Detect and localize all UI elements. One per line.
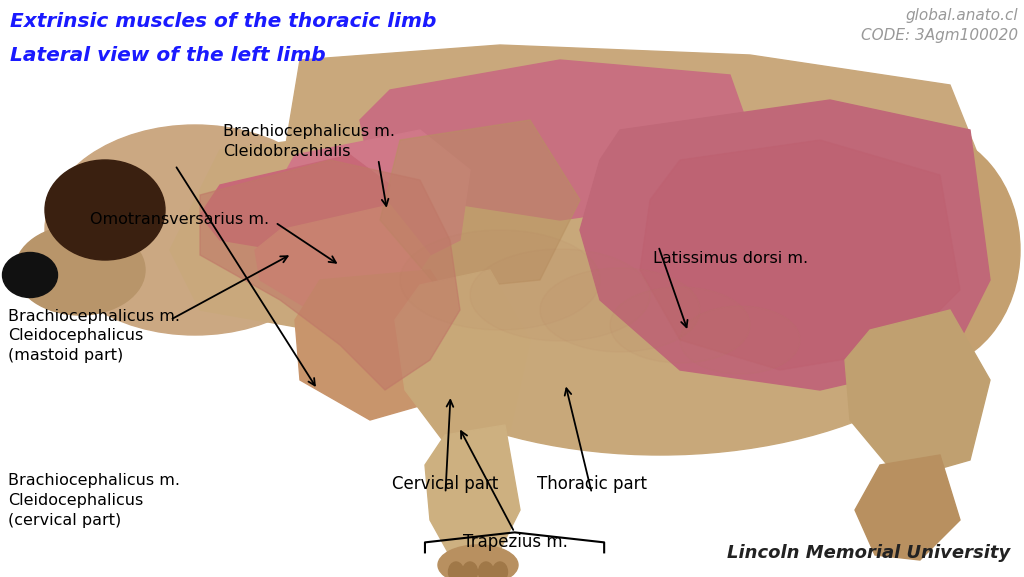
Ellipse shape bbox=[470, 249, 650, 341]
Text: CODE: 3Agm100020: CODE: 3Agm100020 bbox=[861, 28, 1018, 43]
Ellipse shape bbox=[680, 306, 800, 374]
Text: Cervical part: Cervical part bbox=[392, 475, 499, 493]
Ellipse shape bbox=[319, 85, 1000, 455]
Text: Brachiocephalicus m.
Cleidocephalicus
(cervical part): Brachiocephalicus m. Cleidocephalicus (c… bbox=[8, 473, 180, 528]
Text: Omotransversarius m.: Omotransversarius m. bbox=[90, 212, 269, 227]
Polygon shape bbox=[580, 100, 990, 390]
Polygon shape bbox=[280, 45, 980, 180]
Ellipse shape bbox=[15, 225, 145, 315]
Text: global.anato.cl: global.anato.cl bbox=[905, 8, 1018, 23]
Ellipse shape bbox=[540, 268, 700, 352]
Ellipse shape bbox=[400, 230, 600, 330]
Ellipse shape bbox=[449, 562, 464, 577]
Polygon shape bbox=[845, 310, 990, 480]
Polygon shape bbox=[425, 425, 520, 565]
Text: Thoracic part: Thoracic part bbox=[537, 475, 647, 493]
Text: Brachiocephalicus m.
Cleidocephalicus
(mastoid part): Brachiocephalicus m. Cleidocephalicus (m… bbox=[8, 309, 180, 364]
Text: Lincoln Memorial University: Lincoln Memorial University bbox=[727, 544, 1010, 562]
Polygon shape bbox=[640, 140, 961, 370]
Ellipse shape bbox=[438, 545, 518, 577]
Ellipse shape bbox=[493, 562, 508, 577]
Polygon shape bbox=[380, 120, 580, 290]
Polygon shape bbox=[200, 155, 390, 255]
Ellipse shape bbox=[2, 253, 57, 298]
Polygon shape bbox=[270, 130, 470, 270]
Ellipse shape bbox=[45, 125, 345, 335]
Text: Trapezius m.: Trapezius m. bbox=[463, 533, 567, 551]
Polygon shape bbox=[360, 60, 760, 220]
Ellipse shape bbox=[610, 287, 750, 363]
Polygon shape bbox=[200, 160, 460, 390]
Ellipse shape bbox=[820, 130, 1020, 370]
Ellipse shape bbox=[478, 562, 494, 577]
Polygon shape bbox=[295, 270, 470, 420]
Polygon shape bbox=[170, 130, 430, 340]
Ellipse shape bbox=[45, 160, 165, 260]
Text: Brachiocephalicus m.
Cleidobrachialis: Brachiocephalicus m. Cleidobrachialis bbox=[223, 124, 395, 159]
Text: Latissimus dorsi m.: Latissimus dorsi m. bbox=[653, 251, 808, 266]
Ellipse shape bbox=[463, 562, 477, 577]
Polygon shape bbox=[255, 205, 430, 310]
Polygon shape bbox=[855, 455, 961, 560]
Text: Lateral view of the left limb: Lateral view of the left limb bbox=[10, 46, 326, 65]
Text: Extrinsic muscles of the thoracic limb: Extrinsic muscles of the thoracic limb bbox=[10, 12, 436, 31]
Polygon shape bbox=[395, 270, 530, 450]
